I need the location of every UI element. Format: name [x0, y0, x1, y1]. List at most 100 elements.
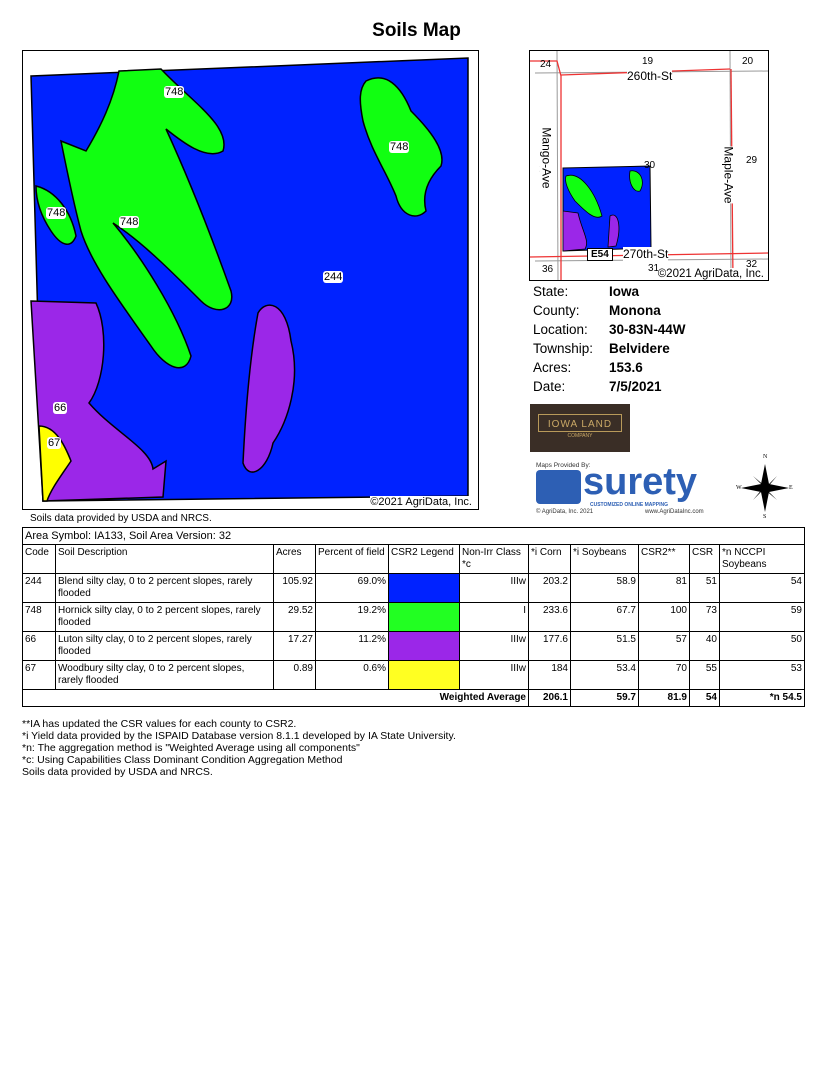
cell-acres: 105.92: [273, 573, 316, 603]
section-number: 30: [644, 160, 656, 171]
soil-748-area: [59, 68, 233, 369]
soil-label: 748: [119, 216, 140, 228]
compass-icon: [741, 464, 789, 512]
cell-desc: Blend silty clay, 0 to 2 percent slopes,…: [55, 573, 274, 603]
soil-label: 748: [164, 86, 185, 98]
cell-code: 67: [22, 660, 56, 690]
csr2-legend-swatch: [388, 573, 460, 603]
page-title: Soils Map: [372, 20, 461, 41]
table-row: 244 Blend silty clay, 0 to 2 percent slop…: [22, 573, 805, 603]
cell-acres: 29.52: [273, 602, 316, 632]
map-copyright: ©2021 AgriData, Inc.: [370, 496, 472, 508]
cell-cls: I: [459, 602, 529, 632]
area-symbol: Area Symbol: IA133, Soil Area Version: 3…: [22, 527, 805, 545]
info-township: Township: Belvidere: [533, 341, 670, 356]
soil-label: 748: [46, 207, 67, 219]
cell-nccpi: 50: [719, 631, 805, 661]
cell-csr2: 81: [638, 573, 690, 603]
info-county: County: Monona: [533, 303, 661, 318]
cell-csr: 73: [689, 602, 720, 632]
agridata-copyright: © AgriData, Inc. 2021: [536, 509, 594, 515]
section-number: 20: [742, 56, 754, 67]
cell-pct: 11.2%: [315, 631, 389, 661]
cell-csr2: 70: [638, 660, 690, 690]
cell-nccpi: 59: [719, 602, 805, 632]
cell-pct: 0.6%: [315, 660, 389, 690]
maps-provided-by: Maps Provided By:: [536, 462, 591, 469]
cell-code: 244: [22, 573, 56, 603]
cell-pct: 69.0%: [315, 573, 389, 603]
surety-tagline: CUSTOMIZED ONLINE MAPPING: [590, 502, 668, 508]
globe-icon: [536, 470, 581, 504]
soil-label: 67: [47, 437, 62, 449]
cell-soy: 67.7: [570, 602, 639, 632]
cell-soy: 51.5: [570, 631, 639, 661]
table-row: 67 Woodbury silty clay, 0 to 2 percent sl…: [22, 660, 805, 690]
footnote: **IA has updated the CSR values for each…: [22, 718, 297, 730]
cell-nccpi: 54: [719, 573, 805, 603]
section-number: 19: [642, 56, 654, 67]
soil-label: 244: [323, 271, 344, 283]
compass-rose: N S E W: [735, 454, 795, 520]
section-number: 36: [542, 264, 554, 275]
table-header-row: Code Soil Description Acres Percent of fiel…: [22, 544, 805, 574]
cell-cls: IIIw: [459, 660, 529, 690]
footnote: *n: The aggregation method is "Weighted …: [22, 742, 360, 754]
soils-table: Area Symbol: IA133, Soil Area Version: 3…: [22, 527, 805, 707]
info-state: State: Iowa: [533, 284, 640, 299]
cell-corn: 184: [528, 660, 571, 690]
cell-cls: IIIw: [459, 573, 529, 603]
cell-corn: 203.2: [528, 573, 571, 603]
csr2-legend-swatch: [388, 602, 460, 632]
cell-desc: Luton silty clay, 0 to 2 percent slopes,…: [55, 631, 274, 661]
cell-desc: Hornick silty clay, 0 to 2 percent slope…: [55, 602, 274, 632]
cell-csr2: 57: [638, 631, 690, 661]
cell-csr2: 100: [638, 602, 690, 632]
cell-code: 748: [22, 602, 56, 632]
cell-corn: 233.6: [528, 602, 571, 632]
soils-map: 748 748 748 748 244 66 67 ©2021 AgriData…: [22, 50, 479, 510]
road-label: 270th-St: [623, 247, 669, 261]
soil-66-area: [242, 304, 296, 473]
soils-data-note: Soils data provided by USDA and NRCS.: [30, 513, 212, 524]
cell-cls: IIIw: [459, 631, 529, 661]
cell-acres: 17.27: [273, 631, 316, 661]
table-row: 748 Hornick silty clay, 0 to 2 percent sl…: [22, 602, 805, 632]
section-number: 24: [540, 59, 552, 70]
cell-acres: 0.89: [273, 660, 316, 690]
cell-csr: 40: [689, 631, 720, 661]
section-number: 32: [746, 259, 758, 270]
weighted-average-row: Weighted Average 206.1 59.7 81.9 54 *n 54.5: [22, 689, 805, 707]
cell-pct: 19.2%: [315, 602, 389, 632]
footnote: Soils data provided by USDA and NRCS.: [22, 766, 213, 778]
road-label: Mango-Ave: [539, 127, 554, 189]
csr2-legend-swatch: [388, 660, 460, 690]
soil-label: 748: [389, 141, 410, 153]
soil-label: 66: [53, 402, 68, 414]
footnote: *c: Using Capabilities Class Dominant Co…: [22, 754, 343, 766]
agridata-url: www.AgriDataInc.com: [645, 509, 704, 515]
soil-polygons: [30, 57, 469, 502]
cell-soy: 53.4: [570, 660, 639, 690]
cell-soy: 58.9: [570, 573, 639, 603]
road-label: 260th-St: [627, 69, 673, 83]
location-map-copyright: ©2021 AgriData, Inc.: [657, 268, 764, 280]
surety-logo: surety: [583, 461, 698, 503]
section-number: 31: [648, 263, 660, 274]
csr2-legend-swatch: [388, 631, 460, 661]
footnote: *i Yield data provided by the ISPAID Dat…: [22, 730, 456, 742]
cell-csr: 51: [689, 573, 720, 603]
cell-desc: Woodbury silty clay, 0 to 2 percent slop…: [55, 660, 274, 690]
table-row: 66 Luton silty clay, 0 to 2 percent slope…: [22, 631, 805, 661]
info-acres: Acres: 153.6: [533, 360, 643, 375]
cell-nccpi: 53: [719, 660, 805, 690]
highway-shield: E54: [587, 248, 613, 261]
cell-csr: 55: [689, 660, 720, 690]
cell-code: 66: [22, 631, 56, 661]
location-map: 24 19 20 25 30 29 36 31 32 260th-St 270t…: [529, 50, 769, 281]
road-label: Maple-Ave: [721, 146, 736, 204]
info-location: Location: 30-83N-44W: [533, 322, 686, 337]
section-number: 29: [746, 155, 758, 166]
footnotes: **IA has updated the CSR values for each…: [22, 718, 456, 778]
